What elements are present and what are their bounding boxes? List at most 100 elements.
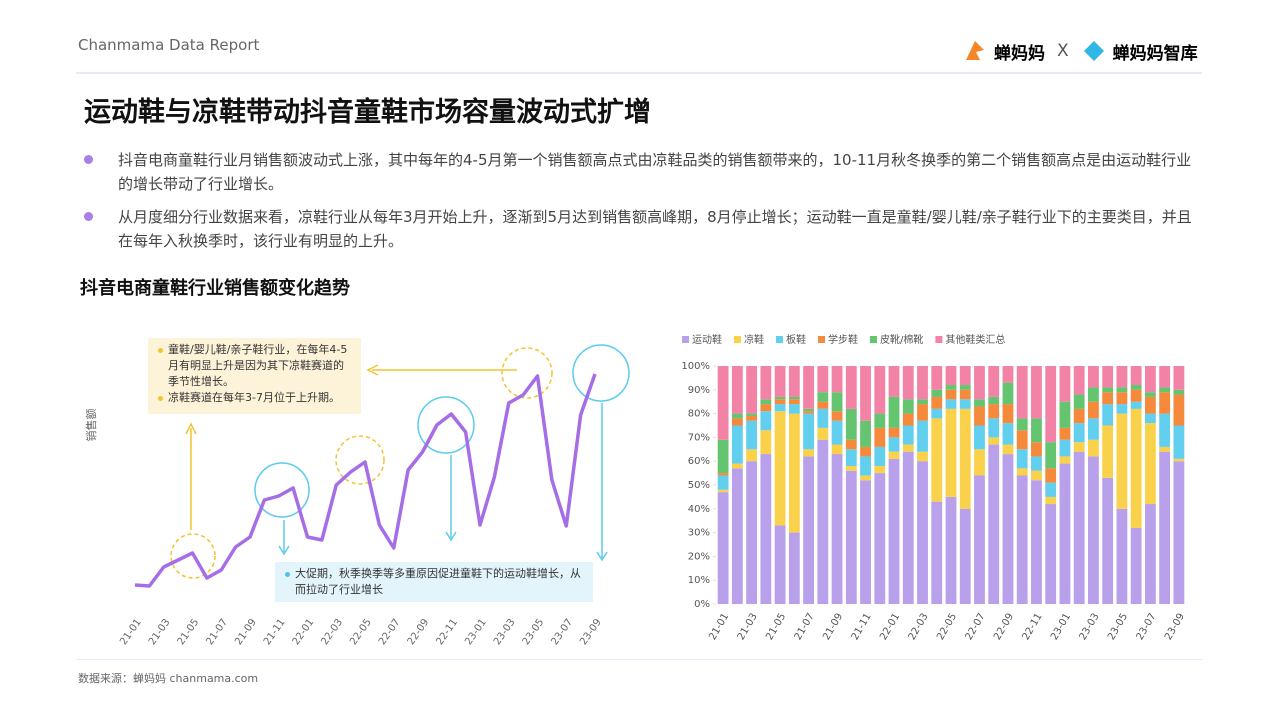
x-tick-label: 23-05 <box>521 617 547 647</box>
bar-segment <box>1173 458 1185 462</box>
legend-swatch <box>682 336 689 343</box>
bar-segment <box>717 439 729 474</box>
x-tick-label: 22-07 <box>377 617 403 647</box>
bar-segment <box>746 461 758 604</box>
rule <box>76 659 1202 660</box>
report-name: Chanmama Data Report <box>78 36 260 54</box>
legend-label: 皮靴/棉靴 <box>880 333 923 346</box>
x-tick-label: 21-05 <box>764 612 788 643</box>
bar-segment <box>1130 401 1142 409</box>
bar-segment <box>974 399 985 407</box>
legend-label: 其他鞋类汇总 <box>945 333 1005 346</box>
x-tick-label: 22-01 <box>878 612 902 643</box>
bar-segment <box>959 366 971 386</box>
bar-segment <box>1059 401 1071 428</box>
bar-segment <box>1159 446 1171 452</box>
y-tick-label: 40% <box>688 504 710 515</box>
bar-segment <box>931 418 943 502</box>
bar-segment <box>1059 463 1071 604</box>
bar-segment <box>817 392 829 402</box>
bar-segment <box>902 444 914 452</box>
bar-segment <box>1073 408 1085 424</box>
bar-segment <box>1059 366 1071 402</box>
bar-segment <box>1059 439 1071 457</box>
bar-segment <box>1144 396 1156 414</box>
bar-segment <box>1016 366 1028 419</box>
bar-segment <box>1045 504 1057 604</box>
bar-segment <box>1116 413 1128 509</box>
bar-segment <box>1031 442 1042 457</box>
annotation-text: 凉鞋赛道在每年3-7月位于上升期。 <box>156 390 353 406</box>
x-tick-label: 22-05 <box>348 617 374 647</box>
bar-segment <box>974 475 985 604</box>
logo-separator: X <box>1057 41 1069 61</box>
bar-segment <box>831 366 843 393</box>
bar-segment <box>1159 413 1171 447</box>
bar-segment <box>888 396 900 428</box>
bar-segment <box>760 454 772 604</box>
bar-segment <box>1088 366 1099 388</box>
bar-segment <box>845 449 857 466</box>
bar-segment <box>774 525 786 604</box>
bar-segment <box>931 389 943 397</box>
bar-segment <box>860 420 871 447</box>
x-tick-label: 21-01 <box>118 617 144 647</box>
bar-segment <box>1116 508 1128 604</box>
bar-segment <box>1116 387 1128 393</box>
bar-segment <box>1116 366 1128 388</box>
annotation-text: 童鞋/婴儿鞋/亲子鞋行业，在每年4-5月有明显上升是因为其下凉鞋赛道的季节性增长… <box>156 342 353 390</box>
x-tick-label: 21-01 <box>707 612 731 643</box>
logo-right: 蝉妈妈智库 <box>1112 43 1198 64</box>
x-tick-label: 22-03 <box>319 617 345 647</box>
bar-segment <box>902 451 914 604</box>
callouts <box>170 344 630 579</box>
bar-segment <box>945 385 957 390</box>
bar-segment <box>945 408 957 497</box>
bar-segment <box>1031 418 1042 443</box>
bar-segment <box>860 480 871 604</box>
bar-segment <box>1130 385 1142 390</box>
bar-segment <box>731 468 743 604</box>
x-tick-label: 23-09 <box>1163 612 1187 643</box>
bar-segment <box>945 496 957 604</box>
bar-segment <box>1031 456 1042 471</box>
x-tick-label: 23-07 <box>549 617 575 647</box>
y-tick-label: 30% <box>688 528 710 539</box>
bar-segment <box>874 366 886 414</box>
bar-segment <box>945 399 957 409</box>
bar-segment <box>774 404 786 412</box>
bar-segment <box>1130 389 1142 402</box>
y-tick-label: 20% <box>688 551 710 562</box>
x-tick-label: 22-11 <box>434 617 460 647</box>
bar-segment <box>860 446 871 457</box>
bullet-dot <box>84 212 93 221</box>
bar-segment <box>1159 392 1171 414</box>
bar-segment <box>845 439 857 450</box>
bar-segment <box>731 413 743 419</box>
bar-segment <box>860 475 871 481</box>
x-tick-label: 23-03 <box>492 617 518 647</box>
x-tick-label: 23-09 <box>578 617 604 647</box>
bar-segment <box>959 508 971 604</box>
bar-segment <box>860 366 871 421</box>
source: 数据来源：蝉妈妈 chanmama.com <box>78 672 259 685</box>
bar-segment <box>717 366 729 440</box>
x-tick-label: 22-05 <box>935 612 959 643</box>
bar-segment <box>945 366 957 386</box>
bar-segment <box>717 492 729 604</box>
bar-segment <box>1116 392 1128 405</box>
bar-segment <box>1088 439 1099 457</box>
legend-swatch <box>870 336 877 343</box>
bar-segment <box>788 399 800 405</box>
bar-segment <box>874 473 886 604</box>
x-tick-label: 22-01 <box>291 617 317 647</box>
bar-segment <box>1102 387 1114 393</box>
bar-segment <box>731 418 743 426</box>
bar-segment <box>1173 366 1185 390</box>
bar-segment <box>1002 382 1014 405</box>
bar-segment <box>1144 392 1156 397</box>
bar-segment <box>988 366 1000 397</box>
bar-segment <box>831 420 843 445</box>
bar-segment <box>1002 404 1014 424</box>
x-tick-label: 21-11 <box>850 612 874 643</box>
